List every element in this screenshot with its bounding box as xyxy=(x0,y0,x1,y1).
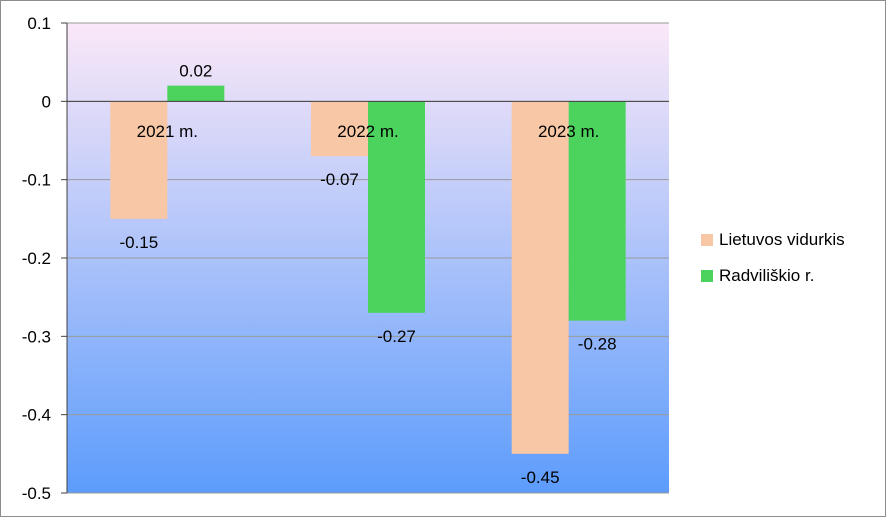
legend: Lietuvos vidurkis Radviliškio r. xyxy=(701,229,845,301)
data-label: -0.15 xyxy=(119,233,158,252)
axes xyxy=(66,23,669,493)
bar xyxy=(368,101,425,313)
y-tick-label: 0.1 xyxy=(27,14,51,33)
y-tick-label: 0 xyxy=(42,92,51,111)
bar xyxy=(311,101,368,157)
y-tick-label: -0.3 xyxy=(22,327,51,346)
bar xyxy=(110,101,168,219)
legend-item-series-1: Radviliškio r. xyxy=(701,265,845,287)
category-label: 2021 m. xyxy=(137,122,198,141)
bar xyxy=(568,101,626,321)
y-tick-label: -0.5 xyxy=(22,484,51,503)
data-label: -0.07 xyxy=(320,170,359,189)
y-tick-labels: 0.1 0 -0.1 -0.2 -0.3 -0.4 -0.5 xyxy=(22,14,51,503)
bar xyxy=(511,101,569,454)
y-tick-label: -0.4 xyxy=(22,406,51,425)
y-tick-label: -0.1 xyxy=(22,171,51,190)
bars xyxy=(110,85,626,454)
y-tick-label: -0.2 xyxy=(22,249,51,268)
category-label: 2023 m. xyxy=(538,122,599,141)
category-labels: 2021 m. 2022 m. 2023 m. xyxy=(137,122,600,141)
legend-swatch-radviliskio xyxy=(701,270,713,282)
data-label: -0.27 xyxy=(377,327,416,346)
data-labels: -0.15 0.02 -0.07 -0.27 -0.45 -0.28 xyxy=(119,62,616,487)
bar xyxy=(167,85,225,102)
category-label: 2022 m. xyxy=(337,122,398,141)
data-label: 0.02 xyxy=(179,62,212,81)
legend-item-series-0: Lietuvos vidurkis xyxy=(701,229,845,251)
legend-label-radviliskio: Radviliškio r. xyxy=(719,266,815,285)
legend-label-lietuvos: Lietuvos vidurkis xyxy=(719,230,845,249)
data-label: -0.45 xyxy=(521,468,560,487)
data-label: -0.28 xyxy=(578,335,617,354)
legend-swatch-lietuvos xyxy=(701,234,713,246)
